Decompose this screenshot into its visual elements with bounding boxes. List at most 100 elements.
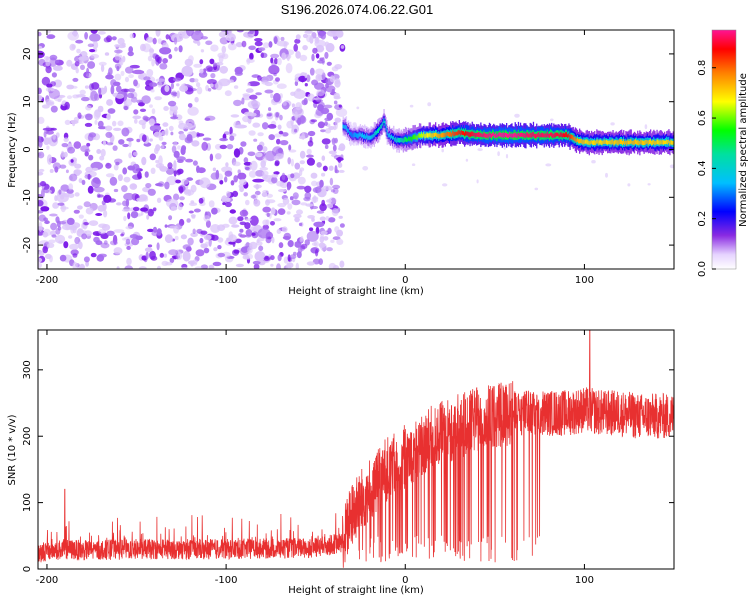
noise-blob xyxy=(293,89,306,99)
noise-blob xyxy=(313,221,325,228)
noise-blob xyxy=(170,131,174,136)
ridge-cell xyxy=(431,133,434,139)
noise-blob xyxy=(427,102,432,107)
noise-blob xyxy=(143,76,151,81)
noise-blob xyxy=(52,202,59,209)
noise-blob xyxy=(276,229,282,234)
noise-blob xyxy=(176,169,182,176)
ridge-cell xyxy=(378,127,380,133)
noise-blob xyxy=(340,45,345,49)
noise-blob xyxy=(98,87,102,95)
ridge-cell xyxy=(383,118,385,123)
noise-blob xyxy=(152,37,157,45)
noise-blob xyxy=(325,82,329,89)
snr-y-label: SNR (10 * v/v) xyxy=(7,414,18,485)
noise-blob xyxy=(270,263,274,267)
ridge-cell xyxy=(344,124,346,130)
noise-blob xyxy=(255,241,263,246)
ridge-cell xyxy=(409,136,411,142)
noise-blob xyxy=(93,186,105,193)
noise-blob xyxy=(253,263,260,269)
noise-blob xyxy=(264,89,274,94)
noise-blob xyxy=(287,157,292,165)
noise-blob xyxy=(248,130,256,136)
noise-blob xyxy=(197,41,201,46)
noise-blob xyxy=(136,197,147,202)
ridge-cell xyxy=(536,134,538,138)
ridge-cell xyxy=(467,131,469,136)
noise-blob xyxy=(242,93,250,97)
noise-blob xyxy=(149,250,156,260)
noise-blob xyxy=(322,165,328,172)
noise-blob xyxy=(295,51,301,59)
noise-blob xyxy=(300,202,308,206)
ridge-cell xyxy=(466,131,468,136)
noise-blob xyxy=(306,154,314,158)
noise-blob xyxy=(168,125,174,132)
noise-blob xyxy=(205,115,216,121)
noise-blob xyxy=(212,167,217,172)
ridge-cell xyxy=(349,131,351,135)
ridge-cell xyxy=(416,135,418,141)
ridge-cell xyxy=(492,132,494,137)
noise-blob xyxy=(216,61,224,66)
ridge-cell xyxy=(358,132,360,137)
ridge-cell xyxy=(470,131,472,137)
noise-blob xyxy=(103,194,112,203)
noise-blob xyxy=(262,219,269,226)
noise-blob xyxy=(129,64,140,69)
noise-blob xyxy=(128,74,134,79)
noise-blob xyxy=(245,88,254,93)
ridge-cell xyxy=(654,140,656,146)
noise-blob xyxy=(40,206,50,212)
ridge-cell xyxy=(455,131,457,136)
ridge-cell xyxy=(506,133,508,138)
ridge-cell xyxy=(461,131,464,136)
ridge-cell xyxy=(600,140,602,145)
ridge-cell xyxy=(518,133,521,138)
noise-blob xyxy=(86,142,91,147)
noise-blob xyxy=(161,130,166,136)
noise-blob xyxy=(66,59,73,67)
snr-frame xyxy=(37,329,675,570)
noise-blob xyxy=(338,169,345,173)
noise-blob xyxy=(239,221,247,226)
noise-blob xyxy=(110,137,114,144)
ridge-cell xyxy=(359,132,362,137)
noise-blob xyxy=(106,35,113,43)
noise-blob xyxy=(313,195,317,204)
noise-blob xyxy=(605,172,608,178)
ridge-cell xyxy=(501,133,503,138)
noise-blob xyxy=(178,45,183,53)
noise-blob xyxy=(41,104,50,109)
noise-blob xyxy=(147,244,153,248)
noise-blob xyxy=(79,89,86,95)
noise-blob xyxy=(155,159,160,164)
noise-blob xyxy=(187,237,194,246)
ridge-cell xyxy=(628,141,630,145)
noise-blob xyxy=(262,174,268,180)
noise-blob xyxy=(127,88,136,93)
noise-blob xyxy=(168,215,173,221)
ridge-cell xyxy=(417,133,420,138)
noise-blob xyxy=(170,82,174,90)
ridge-cell xyxy=(598,140,600,146)
noise-blob xyxy=(159,63,168,70)
noise-blob xyxy=(75,39,84,44)
noise-blob xyxy=(94,119,98,125)
noise-blob xyxy=(647,183,651,186)
noise-blob xyxy=(279,140,289,146)
noise-blob xyxy=(278,189,287,193)
noise-blob xyxy=(209,58,215,65)
ridge-cell xyxy=(525,133,527,138)
noise-blob xyxy=(225,197,231,202)
ridge-cell xyxy=(511,133,513,138)
noise-blob xyxy=(230,180,235,186)
ridge-cell xyxy=(560,132,563,137)
noise-blob xyxy=(316,89,325,97)
noise-blob xyxy=(111,36,117,41)
noise-blob xyxy=(233,249,240,254)
noise-blob xyxy=(235,42,243,48)
ridge-cell xyxy=(615,140,617,144)
